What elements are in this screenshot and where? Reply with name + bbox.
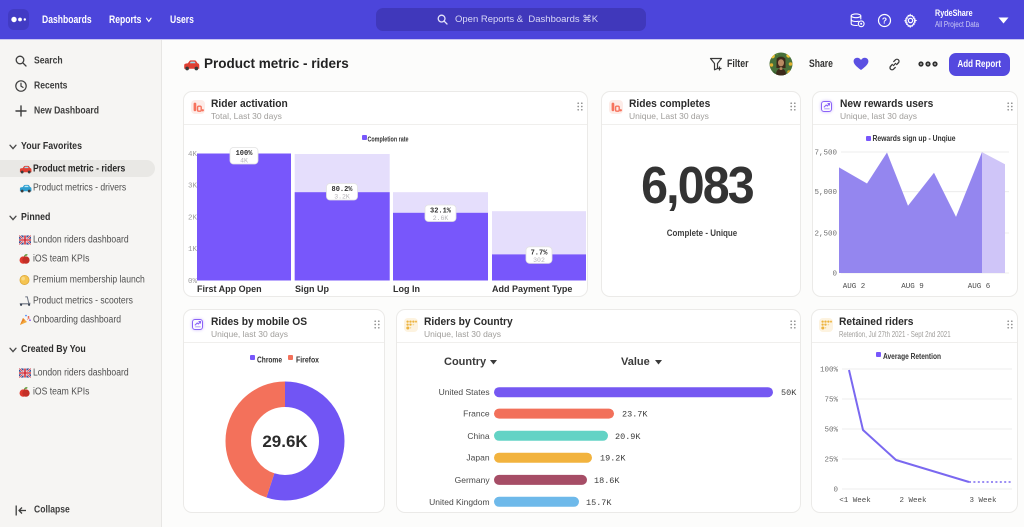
svg-text:50%: 50% — [824, 427, 838, 435]
svg-text:0: 0 — [833, 487, 838, 495]
svg-text:100%: 100% — [236, 150, 254, 158]
svg-text:Completion rate: Completion rate — [368, 135, 409, 144]
svg-text:Log In: Log In — [393, 284, 420, 294]
svg-text:Firefox: Firefox — [296, 355, 319, 365]
svg-text:Add Payment Type: Add Payment Type — [492, 284, 572, 294]
svg-text:Sign Up: Sign Up — [295, 284, 329, 294]
svg-text:18.6K: 18.6K — [594, 476, 620, 486]
svg-text:7.7%: 7.7% — [531, 249, 549, 257]
svg-text:7,500: 7,500 — [814, 150, 837, 158]
svg-text:?: ? — [882, 15, 887, 25]
svg-text:Average Retention: Average Retention — [883, 352, 941, 361]
svg-text:2.6K: 2.6K — [433, 215, 449, 222]
svg-text:Chrome: Chrome — [257, 355, 282, 365]
svg-text:75%: 75% — [824, 397, 838, 405]
svg-text:19.2K: 19.2K — [600, 454, 626, 464]
svg-text:32.1%: 32.1% — [430, 208, 452, 216]
svg-text:2,500: 2,500 — [814, 231, 837, 239]
svg-text:4K: 4K — [240, 158, 248, 165]
svg-text:100%: 100% — [820, 367, 839, 375]
svg-text:China: China — [467, 431, 489, 441]
svg-text:0: 0 — [832, 271, 837, 279]
svg-text:2 Week: 2 Week — [899, 497, 927, 505]
svg-text:25%: 25% — [824, 457, 838, 465]
svg-text:80.2%: 80.2% — [331, 186, 353, 194]
svg-text:United States: United States — [439, 387, 490, 397]
svg-text:Rewards sign up - Unqiue: Rewards sign up - Unqiue — [873, 134, 956, 143]
svg-text:United Kingdom: United Kingdom — [429, 497, 489, 507]
svg-text:Germany: Germany — [455, 475, 491, 485]
svg-text:Country: Country — [444, 356, 487, 368]
svg-text:Value: Value — [621, 356, 650, 368]
svg-text:AUG 6: AUG 6 — [968, 283, 991, 291]
svg-text:15.7K: 15.7K — [586, 498, 612, 508]
svg-text:AUG 2: AUG 2 — [843, 283, 866, 291]
svg-text:<1 Week: <1 Week — [839, 497, 871, 505]
svg-text:Japan: Japan — [466, 453, 489, 463]
svg-text:3K: 3K — [188, 183, 198, 191]
svg-text:0%: 0% — [188, 278, 198, 286]
svg-text:3 Week: 3 Week — [969, 497, 997, 505]
svg-text:AUG 9: AUG 9 — [901, 283, 924, 291]
svg-text:France: France — [463, 409, 490, 419]
svg-text:29.6K: 29.6K — [262, 432, 308, 451]
svg-text:3.2K: 3.2K — [334, 194, 350, 201]
svg-text:50K: 50K — [781, 388, 797, 398]
svg-text:20.9K: 20.9K — [615, 432, 641, 442]
svg-text:5,000: 5,000 — [814, 189, 837, 197]
svg-text:First App Open: First App Open — [197, 284, 262, 294]
svg-text:1K: 1K — [188, 246, 198, 254]
svg-text:23.7K: 23.7K — [622, 410, 648, 420]
svg-text:4K: 4K — [188, 151, 198, 159]
svg-text:302: 302 — [533, 257, 545, 264]
svg-text:2K: 2K — [188, 215, 198, 223]
